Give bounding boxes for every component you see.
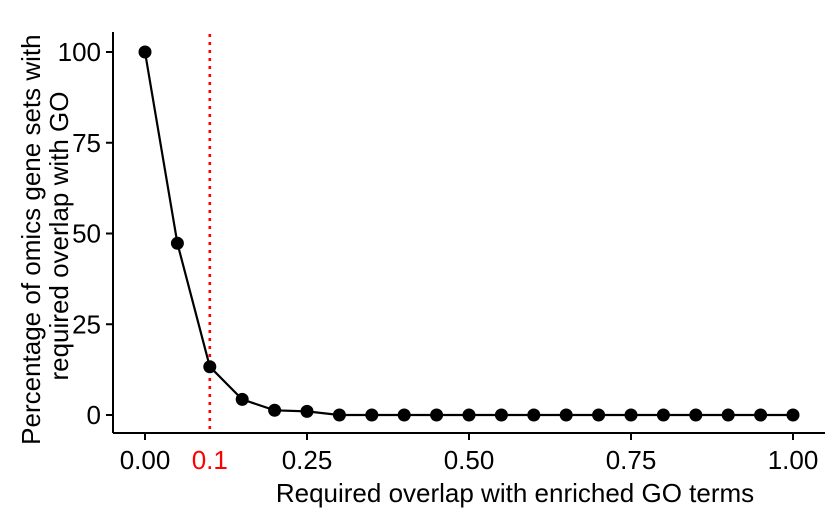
data-point	[268, 403, 282, 417]
y-axis-title: Percentage of omics gene sets with requi…	[16, 27, 74, 445]
y-axis-title-line-1: Percentage of omics gene sets with	[16, 34, 46, 444]
data-point	[721, 408, 735, 422]
y-tick-label: 100	[58, 37, 101, 67]
x-axis-ticks: 0.00 0.25 0.50 0.75 1.00	[120, 433, 819, 475]
axes	[112, 32, 825, 434]
data-point	[203, 360, 217, 374]
data-point	[592, 408, 606, 422]
data-point	[559, 408, 573, 422]
data-point	[462, 408, 476, 422]
data-point	[170, 236, 184, 250]
data-point	[494, 408, 508, 422]
data-point	[332, 408, 346, 422]
y-axis-title-line-2: required overlap with GO	[44, 91, 74, 380]
y-axis-ticks: 0 25 50 75 100	[58, 37, 113, 430]
data-point	[138, 45, 152, 59]
series-line	[143, 51, 793, 417]
data-point	[656, 408, 670, 422]
reference-line-group: 0.1	[192, 34, 228, 475]
data-point	[365, 408, 379, 422]
y-tick-label: 0	[87, 400, 101, 430]
data-point	[235, 392, 249, 406]
x-tick-label: 0.00	[120, 445, 171, 475]
data-point	[527, 408, 541, 422]
data-point	[300, 404, 314, 418]
data-point	[624, 408, 638, 422]
data-point	[754, 408, 768, 422]
x-tick-label: 0.25	[282, 445, 333, 475]
x-tick-label: 0.50	[444, 445, 495, 475]
y-tick-label: 50	[72, 219, 101, 249]
data-series	[138, 45, 800, 422]
data-point	[430, 408, 444, 422]
x-tick-label: 1.00	[768, 445, 819, 475]
y-tick-label: 25	[72, 309, 101, 339]
x-axis-title: Required overlap with enriched GO terms	[276, 478, 754, 508]
data-point	[689, 408, 703, 422]
y-tick-label: 75	[72, 128, 101, 158]
data-point	[786, 408, 800, 422]
reference-line-label: 0.1	[192, 445, 228, 475]
data-point	[397, 408, 411, 422]
x-tick-label: 0.75	[606, 445, 657, 475]
